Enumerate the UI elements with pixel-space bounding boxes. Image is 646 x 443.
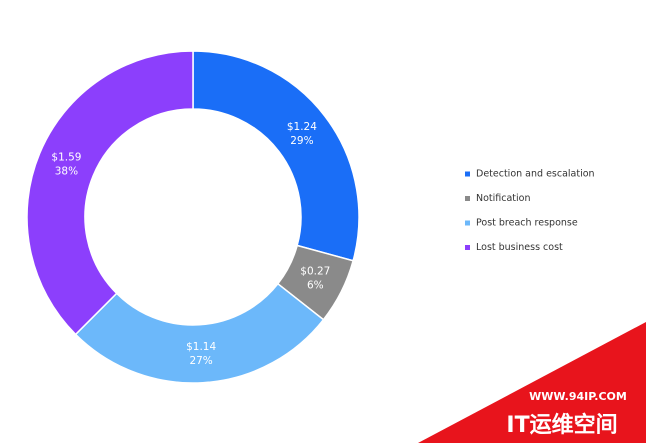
legend-swatch bbox=[465, 245, 470, 250]
slice-value-label: $1.24 bbox=[287, 121, 317, 133]
watermark-name: IT运维空间 bbox=[506, 412, 617, 438]
watermark-url: WWW.94IP.COM bbox=[529, 390, 627, 403]
slice-value-label: $0.27 bbox=[300, 266, 330, 278]
slice bbox=[192, 50, 360, 262]
legend-swatch bbox=[465, 220, 470, 226]
legend-label: Lost business cost bbox=[476, 242, 563, 253]
watermark-banner bbox=[418, 322, 646, 443]
slice bbox=[26, 50, 194, 336]
slice-percentage-label: 6% bbox=[307, 280, 324, 292]
slice-value-label: $1.14 bbox=[186, 341, 216, 353]
slice-percentage-label: 29% bbox=[290, 135, 313, 147]
slice-percentage-label: 38% bbox=[55, 166, 78, 178]
legend-label: Detection and escalation bbox=[476, 169, 595, 180]
legend: Detection and escalation Notification Post… bbox=[465, 169, 595, 253]
legend-label: Post breach response bbox=[476, 218, 578, 229]
legend-label: Notification bbox=[476, 193, 531, 204]
legend-swatch bbox=[465, 196, 470, 201]
donut: $1.24 29% $0.27 6% $1.14 27% $1.59 38% bbox=[26, 50, 360, 384]
legend-swatch bbox=[465, 171, 470, 177]
slice-value-label: $1.59 bbox=[51, 152, 81, 164]
slice bbox=[74, 282, 325, 384]
slice-percentage-label: 27% bbox=[189, 355, 212, 367]
